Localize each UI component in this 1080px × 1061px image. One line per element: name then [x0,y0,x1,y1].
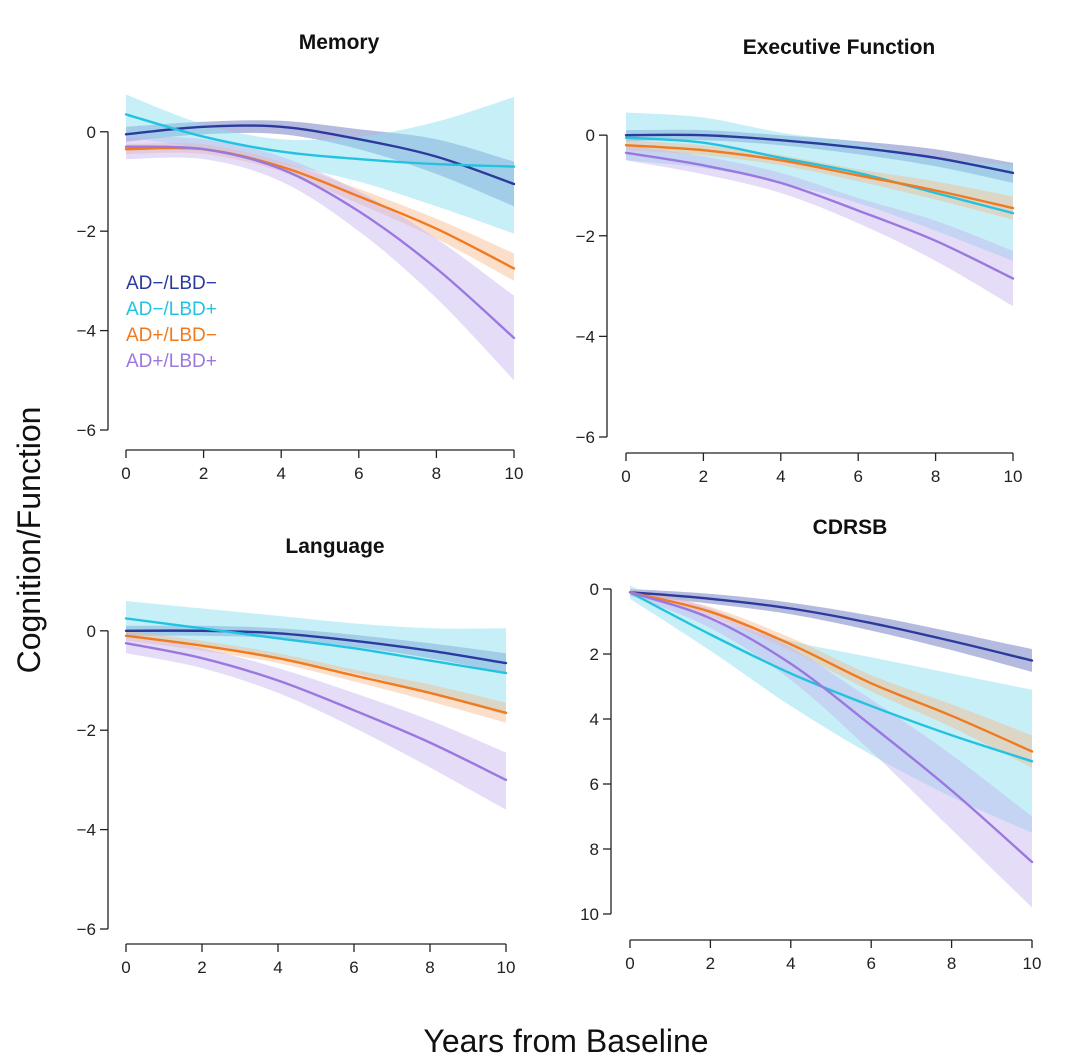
y-tick-label-cdrsb: 8 [590,840,599,859]
y-tick-label-cdrsb: 10 [580,905,599,924]
x-tick-label-cdrsb: 8 [947,954,956,973]
series-line-ad-pos-lbd-pos-memory [124,145,516,340]
series-line-ad-neg-lbd-neg-memory [124,124,516,186]
series-line-ad-neg-lbd-neg-language [124,629,508,665]
y-tick-label-language: −2 [77,721,96,740]
legend-entry-ad-pos-lbd-pos: AD+/LBD+ [126,351,217,372]
y-tick-label-cdrsb: 4 [590,710,599,729]
x-tick-label-memory: 6 [354,464,363,483]
series-line-ad-neg-lbd-pos-cdrsb [628,591,1034,763]
x-tick-label-executive-function: 4 [776,467,785,486]
chart-panel-cdrsb: CDRSB 0 2 4 6 8 10 0 2 4 6 8 10 [580,516,1041,973]
series-line-ad-neg-lbd-neg-cdrsb [628,591,1034,662]
plot-area-executive-function: 0 −2 −4 −6 0 2 4 6 8 10 [576,112,1023,486]
ci-band-ad-pos-lbd-pos-memory [126,136,514,381]
series-line-ad-neg-lbd-pos-language [124,617,508,675]
plot-area-cdrsb: 0 2 4 6 8 10 0 2 4 6 8 10 [580,580,1041,973]
legend-entry-ad-neg-lbd-neg: AD−/LBD− [126,273,217,294]
x-tick-label-cdrsb: 4 [786,954,795,973]
y-tick-label-language: −4 [77,821,96,840]
x-tick-label-memory: 8 [432,464,441,483]
plot-area-memory: 0 −2 −4 −6 0 2 4 6 8 10 [77,94,524,483]
series-line-ad-pos-lbd-neg-language [124,634,508,714]
x-tick-label-memory: 0 [121,464,130,483]
legend: AD−/LBD− AD−/LBD+ AD+/LBD− AD+/LBD+ [126,273,217,372]
chart-panel-memory: Memory 0 −2 −4 −6 0 2 4 6 8 10 [77,31,524,483]
legend-entry-ad-pos-lbd-neg: AD+/LBD− [126,325,217,346]
y-tick-label-memory: −6 [77,421,96,440]
series-line-ad-pos-lbd-neg-cdrsb [628,591,1034,753]
x-tick-label-language: 4 [273,958,282,977]
x-tick-label-executive-function: 2 [699,467,708,486]
y-tick-label-language: 0 [87,622,96,641]
panel-title-executive-function: Executive Function [743,36,936,59]
ci-band-ad-neg-lbd-pos-memory [126,94,514,234]
ci-band-ad-pos-lbd-pos-executive-function [626,145,1013,307]
series-line-ad-pos-lbd-neg-executive-function [624,144,1015,210]
ci-band-ad-neg-lbd-neg-cdrsb [630,589,1032,672]
legend-entry-ad-neg-lbd-pos: AD−/LBD+ [126,299,217,320]
series-line-ad-pos-lbd-pos-executive-function [624,151,1015,280]
x-axis-title: Years from Baseline [423,1023,708,1059]
chart-panel-language: Language 0 −2 −4 −6 0 2 4 6 8 10 [77,535,516,977]
x-tick-label-executive-function: 8 [931,467,940,486]
x-tick-label-language: 8 [425,958,434,977]
plot-area-language: 0 −2 −4 −6 0 2 4 6 8 10 [77,601,516,977]
y-tick-label-cdrsb: 2 [590,645,599,664]
y-tick-label-language: −6 [77,920,96,939]
chart-panel-executive-function: Executive Function 0 −2 −4 −6 0 2 4 6 8 10 [576,36,1023,486]
x-tick-label-memory: 4 [276,464,285,483]
series-line-ad-neg-lbd-pos-memory [124,113,516,168]
panel-title-memory: Memory [299,31,380,54]
y-tick-label-cdrsb: 6 [590,775,599,794]
ci-band-ad-neg-lbd-pos-executive-function [626,112,1013,261]
series-line-ad-neg-lbd-pos-executive-function [624,136,1015,215]
x-tick-label-memory: 10 [505,464,524,483]
x-tick-label-language: 0 [121,958,130,977]
series-line-ad-pos-lbd-pos-language [124,642,508,782]
x-tick-label-language: 6 [349,958,358,977]
x-tick-label-executive-function: 10 [1004,467,1023,486]
y-tick-label-executive-function: −2 [576,227,595,246]
y-tick-label-cdrsb: 0 [590,580,599,599]
x-tick-label-executive-function: 6 [853,467,862,486]
y-axis-title: Cognition/Function [11,407,47,674]
x-tick-label-cdrsb: 0 [625,954,634,973]
y-tick-label-memory: −2 [77,222,96,241]
x-tick-label-memory: 2 [199,464,208,483]
series-line-ad-neg-lbd-neg-executive-function [624,133,1015,175]
x-tick-label-cdrsb: 6 [866,954,875,973]
x-tick-label-cdrsb: 10 [1023,954,1042,973]
panel-title-cdrsb: CDRSB [813,516,888,539]
x-tick-label-language: 2 [197,958,206,977]
y-tick-label-executive-function: 0 [586,126,595,145]
panel-title-language: Language [285,535,384,558]
y-tick-label-memory: 0 [87,123,96,142]
ci-band-ad-neg-lbd-pos-language [126,601,506,716]
x-tick-label-cdrsb: 2 [706,954,715,973]
x-tick-label-language: 10 [497,958,516,977]
series-line-ad-pos-lbd-pos-cdrsb [628,591,1034,864]
y-tick-label-memory: −4 [77,322,96,341]
ci-band-ad-neg-lbd-pos-cdrsb [630,585,1032,833]
y-tick-label-executive-function: −4 [576,327,595,346]
x-tick-label-executive-function: 0 [621,467,630,486]
y-tick-label-executive-function: −6 [576,428,595,447]
